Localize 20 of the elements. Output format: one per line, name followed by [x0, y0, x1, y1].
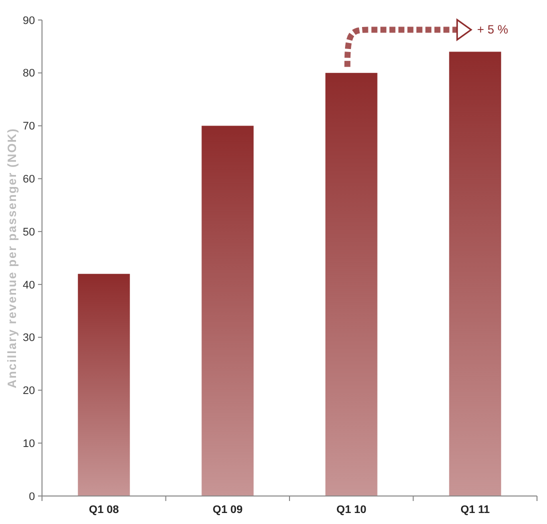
- bar: [202, 126, 254, 496]
- bar: [78, 274, 130, 496]
- x-tick-label: Q1 08: [88, 504, 119, 516]
- bar: [449, 52, 502, 496]
- x-tick-label: Q1 09: [212, 504, 243, 516]
- y-tick-label: 70: [22, 120, 35, 133]
- y-tick-label: 0: [28, 490, 35, 503]
- y-tick-label: 50: [22, 226, 35, 238]
- annotation: + 5 %: [477, 22, 508, 37]
- y-tick-label: 60: [22, 174, 35, 186]
- x-tick-label: Q1 10: [336, 504, 366, 516]
- x-tick-label: Q1 11: [460, 504, 490, 516]
- y-tick-label: 40: [22, 279, 35, 292]
- y-tick-label: 30: [22, 332, 35, 344]
- y-tick-label: 10: [22, 438, 35, 450]
- y-axis-title: Ancillary revenue per passenger (NOK): [5, 128, 19, 388]
- bar: [325, 72, 378, 496]
- y-tick-label: 20: [22, 385, 35, 398]
- y-tick-label: 80: [22, 68, 35, 80]
- y-tick-label: 90: [22, 14, 35, 27]
